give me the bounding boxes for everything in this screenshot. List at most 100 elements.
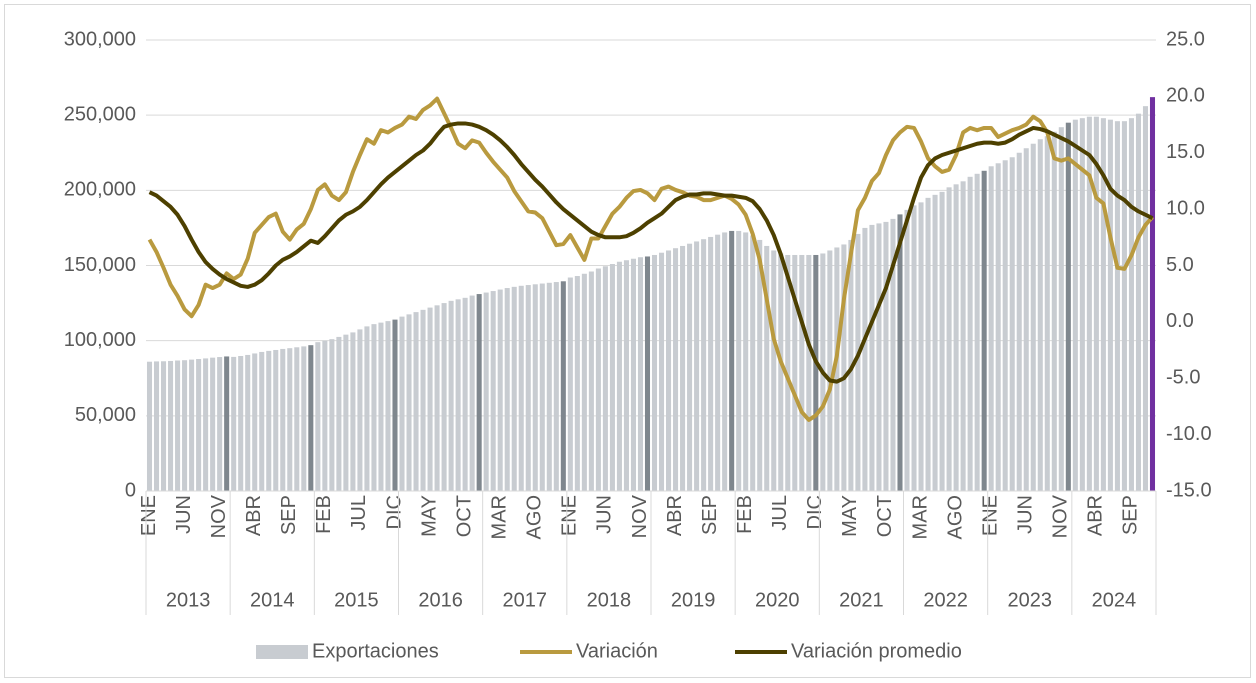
bar — [574, 276, 580, 491]
bar — [287, 348, 293, 491]
x-tick-label: ABR — [243, 495, 265, 536]
bar — [1086, 116, 1092, 492]
bar — [995, 163, 1001, 492]
bar — [224, 356, 230, 491]
bar — [708, 236, 714, 491]
x-tick-label: SEP — [278, 495, 300, 535]
y-tick-label: 250,000 — [64, 103, 136, 125]
bar — [602, 266, 608, 491]
bar — [981, 170, 987, 492]
bar — [1023, 148, 1029, 492]
bar — [792, 254, 798, 491]
bar — [553, 282, 559, 491]
x-tick-label: NOV — [1050, 494, 1072, 538]
bar — [504, 288, 510, 491]
y2-tick-label: 0.0 — [1166, 310, 1194, 332]
bar — [1079, 118, 1085, 491]
bar — [1121, 121, 1127, 492]
x-tick-label: JUN — [1015, 495, 1037, 534]
bar — [1009, 157, 1015, 491]
bar — [904, 209, 910, 492]
bar — [322, 340, 328, 491]
bar — [988, 166, 994, 491]
bar — [308, 345, 314, 491]
bar — [630, 258, 636, 491]
bar — [315, 342, 321, 491]
bar — [1030, 143, 1036, 492]
bar — [525, 285, 531, 491]
bar — [294, 347, 300, 491]
bar — [1100, 118, 1106, 491]
bar — [1114, 121, 1120, 492]
year-label: 2024 — [1092, 589, 1137, 611]
x-tick-label: ENE — [559, 495, 581, 536]
bar — [637, 257, 644, 491]
x-tick-label: ABR — [1085, 495, 1107, 536]
bar — [595, 268, 601, 491]
bar — [217, 357, 223, 491]
bar — [778, 253, 784, 491]
bar — [897, 214, 903, 492]
bar — [546, 282, 552, 491]
bar — [729, 230, 735, 491]
bar — [799, 254, 805, 491]
x-tick-label: SEP — [1120, 495, 1142, 535]
x-tick-label: MAY — [839, 495, 861, 537]
y2-tick-label: -10.0 — [1166, 423, 1212, 445]
y-tick-label: 300,000 — [64, 28, 136, 50]
bar — [238, 356, 244, 491]
bar — [161, 361, 167, 491]
y2-tick-label: -5.0 — [1166, 367, 1200, 389]
y-tick-label: 200,000 — [64, 179, 136, 201]
y2-tick-label: 20.0 — [1166, 85, 1205, 107]
legend-label: Exportaciones — [312, 640, 439, 662]
bar — [939, 191, 945, 491]
year-label: 2013 — [166, 589, 211, 611]
bar — [483, 292, 489, 491]
bar — [827, 250, 833, 491]
bar — [876, 223, 882, 491]
bar — [385, 321, 391, 491]
bar — [855, 233, 861, 491]
bar — [616, 261, 622, 491]
bar — [476, 294, 482, 491]
legend-label: Variación — [576, 640, 658, 662]
bar — [153, 361, 160, 491]
bar — [448, 300, 454, 491]
bar — [869, 224, 875, 491]
bar — [841, 244, 847, 491]
bar — [168, 360, 174, 491]
y2-tick-label: 25.0 — [1166, 28, 1205, 50]
bar — [329, 339, 335, 491]
bar — [413, 312, 419, 491]
bar — [911, 205, 917, 491]
bar — [757, 239, 763, 491]
bar — [301, 346, 307, 491]
x-tick-label: FEB — [313, 495, 335, 534]
bar — [701, 239, 707, 491]
x-tick-label: ENE — [138, 495, 160, 536]
year-label: 2018 — [587, 589, 632, 611]
bar — [666, 250, 672, 491]
bar — [343, 334, 349, 491]
x-tick-label: JUN — [594, 495, 616, 534]
bar — [953, 184, 959, 491]
x-tick-label: JUL — [348, 495, 370, 531]
bar — [862, 227, 868, 491]
bar — [1072, 119, 1078, 491]
bar — [673, 248, 679, 491]
bar — [883, 221, 889, 492]
bar — [567, 277, 573, 491]
y2-tick-label: 10.0 — [1166, 197, 1205, 219]
y-tick-label: 100,000 — [64, 329, 136, 351]
x-tick-label: NOV — [208, 494, 230, 538]
bar — [252, 353, 258, 491]
bar — [399, 316, 405, 491]
bar — [350, 332, 356, 491]
bar — [371, 324, 377, 491]
bar — [469, 295, 475, 491]
y-tick-label: 50,000 — [75, 404, 136, 426]
x-tick-label: JUL — [769, 495, 791, 531]
x-tick-label: ENE — [979, 495, 1001, 536]
bar — [609, 263, 615, 491]
